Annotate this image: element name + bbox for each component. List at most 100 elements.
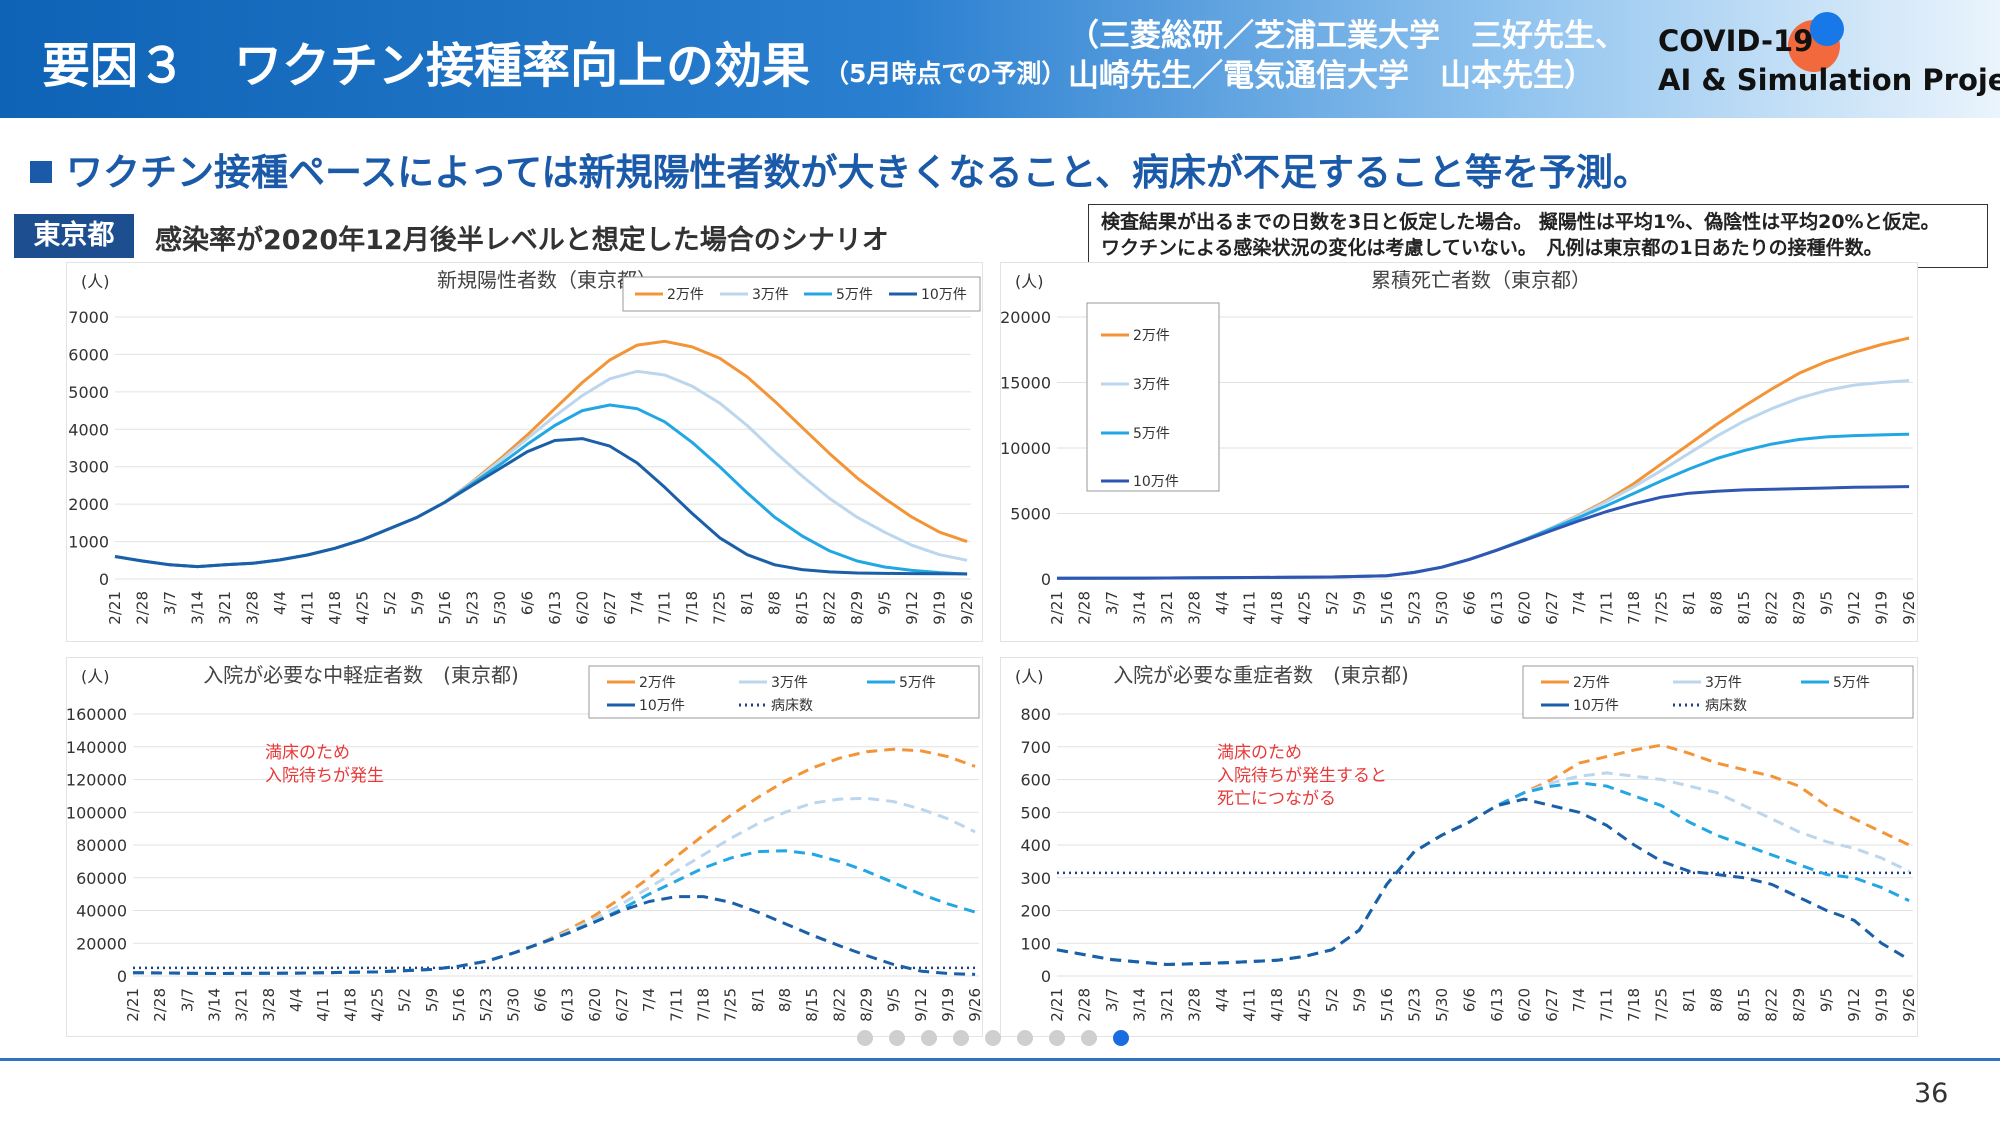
x-tick-label: 5/2 (381, 591, 399, 615)
x-tick-label: 3/14 (188, 591, 206, 625)
x-tick-label: 5/2 (396, 988, 414, 1012)
x-tick-label: 8/22 (1763, 591, 1781, 625)
x-tick-label: 8/1 (749, 988, 767, 1012)
y-tick-label: 5000 (68, 383, 109, 402)
series-line (1056, 797, 1910, 966)
x-tick-label: 2/21 (106, 591, 124, 625)
annotation-text: 入院待ちが発生 (265, 766, 384, 786)
x-tick-label: 2/28 (1075, 988, 1093, 1022)
legend-box (1522, 665, 1914, 719)
pagination-dot[interactable] (1017, 1030, 1033, 1046)
x-tick-label: 5/9 (1350, 988, 1368, 1012)
x-tick-label: 7/25 (711, 591, 729, 625)
x-tick-label: 5/16 (1378, 591, 1396, 625)
y-tick-label: 3000 (68, 458, 109, 477)
pagination-dot[interactable] (953, 1030, 969, 1046)
x-tick-label: 7/18 (694, 988, 712, 1022)
chart-moderate-inpatients: 0 20000 40000 60000 80000 100000 120000 140000 1… (66, 657, 984, 1037)
pagination-dot[interactable] (985, 1030, 1001, 1046)
x-tick-label: 6/13 (559, 988, 577, 1022)
x-tick-label: 6/6 (1460, 591, 1478, 615)
y-tick-label: 0 (1041, 967, 1051, 986)
chart-new-positives: 0 1000 2000 3000 4000 5000 6000 7000 (人) 2/21 2/28… (66, 262, 983, 642)
x-tick-label: 4/11 (1240, 988, 1258, 1022)
y-tick-label: 0 (1041, 570, 1051, 589)
y-tick-label: 700 (1020, 738, 1051, 757)
series-line (114, 403, 968, 576)
x-tick-label: 8/15 (1735, 591, 1753, 625)
x-tick-label: 4/18 (326, 591, 344, 625)
legend-label: 2万件 (1133, 328, 1170, 344)
x-tick-label: 6/6 (531, 988, 549, 1012)
headline: ワクチン接種ペースによっては新規陽性者数が大きくなること、病床が不足すること等を… (30, 142, 1650, 196)
x-tick-label: 7/18 (683, 591, 701, 625)
series-line (132, 849, 976, 975)
y-tick-label: 10000 (1001, 439, 1051, 458)
x-tick-label: 3/28 (260, 988, 278, 1022)
annotation-text: 死亡につながる (1217, 789, 1336, 809)
x-tick-label: 3/21 (216, 591, 234, 625)
pagination-dot[interactable] (921, 1030, 937, 1046)
x-tick-label: 5/30 (1433, 591, 1451, 625)
series-line (1056, 743, 1910, 966)
x-tick-label: 4/25 (353, 591, 371, 625)
x-tick-label: 9/26 (966, 988, 984, 1022)
x-tick-label: 2/21 (1048, 591, 1066, 625)
x-tick-label: 7/11 (667, 988, 685, 1022)
chart-title: 入院が必要な中軽症者数 (東京都) (203, 663, 519, 687)
x-tick-label: 7/4 (640, 988, 658, 1012)
x-tick-label: 7/4 (628, 591, 646, 615)
series-line (132, 796, 976, 975)
x-tick-label: 5/9 (408, 591, 426, 615)
x-tick-label: 7/25 (1653, 591, 1671, 625)
x-tick-label: 9/26 (958, 591, 976, 625)
slide-title: 要因３ ワクチン接種率向上の効果 （5月時点での予測） (42, 26, 1066, 96)
x-tick-label: 6/20 (1515, 988, 1533, 1022)
x-tick-label: 9/12 (1845, 988, 1863, 1022)
logo-blue-circle (1810, 12, 1844, 46)
y-tick-label: 200 (1020, 902, 1051, 921)
legend-label: 病床数 (771, 698, 813, 714)
pagination-dot[interactable] (1081, 1030, 1097, 1046)
x-tick-label: 4/18 (1268, 591, 1286, 625)
x-tick-label: 7/18 (1625, 988, 1643, 1022)
x-tick-label: 4/11 (298, 591, 316, 625)
x-tick-label: 4/25 (1295, 988, 1313, 1022)
x-tick-label: 4/11 (1240, 591, 1258, 625)
slide-title-main: 要因３ ワクチン接種率向上の効果 (42, 38, 811, 94)
y-tick-label: 100 (1020, 934, 1051, 953)
x-tick-label: 6/20 (1515, 591, 1533, 625)
slide-title-sub: （5月時点での予測） (824, 59, 1067, 88)
x-tick-label: 5/23 (477, 988, 495, 1022)
y-tick-label: 800 (1020, 705, 1051, 724)
x-tick-label: 2/28 (151, 988, 169, 1022)
note-line-2: ワクチンによる感染状況の変化は考慮していない。 凡例は東京都の1日あたりの接種件… (1101, 237, 1883, 259)
x-tick-label: 8/22 (821, 591, 839, 625)
x-tick-label: 4/25 (368, 988, 386, 1022)
y-axis-unit: (人) (1015, 667, 1044, 686)
legend-label: 5万件 (1133, 426, 1170, 442)
x-tick-label: 6/13 (1488, 988, 1506, 1022)
legend-box (588, 665, 980, 719)
x-tick-label: 4/18 (341, 988, 359, 1022)
chart-title: 入院が必要な重症者数 (東京都) (1113, 663, 1409, 687)
x-tick-label: 3/28 (1185, 988, 1203, 1022)
chart-svg-severe-inpatients: 0 100 200 300 400 500 600 700 800 (人) 2/21 2/28 3/7 3… (1015, 663, 1918, 1022)
legend-label: 3万件 (1705, 675, 1742, 691)
y-tick-label: 160000 (67, 705, 127, 724)
y-tick-label: 500 (1020, 803, 1051, 822)
x-tick-label: 8/1 (1680, 988, 1698, 1012)
series-line (1056, 771, 1910, 966)
pagination-dot[interactable] (1113, 1030, 1129, 1046)
pagination-dot[interactable] (889, 1030, 905, 1046)
y-tick-label: 40000 (76, 902, 127, 921)
y-tick-label: 0 (117, 967, 127, 986)
x-tick-label: 9/19 (1873, 591, 1891, 625)
x-tick-label: 8/22 (830, 988, 848, 1022)
x-tick-label: 4/4 (1213, 988, 1231, 1012)
pagination-dot[interactable] (1049, 1030, 1065, 1046)
x-tick-label: 7/4 (1570, 988, 1588, 1012)
x-tick-label: 4/4 (287, 988, 305, 1012)
pagination-dot[interactable] (857, 1030, 873, 1046)
x-tick-label: 8/8 (776, 988, 794, 1012)
